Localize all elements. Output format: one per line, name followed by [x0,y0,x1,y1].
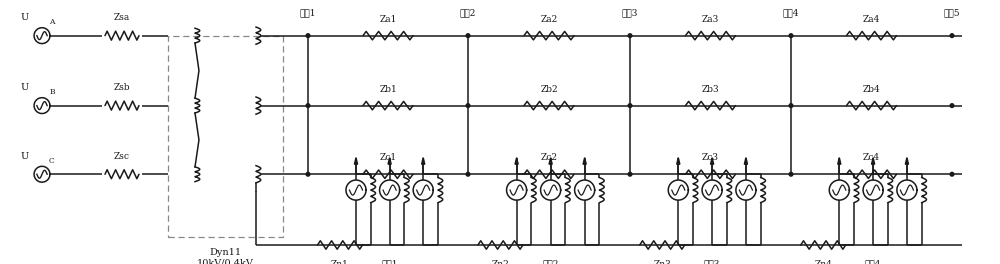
Ellipse shape [789,172,793,176]
Text: C: C [49,157,55,165]
Polygon shape [744,158,748,164]
Text: Zc4: Zc4 [863,153,880,162]
Text: 用户2: 用户2 [542,260,559,264]
Text: 用户3: 用户3 [704,260,720,264]
Text: U: U [21,13,29,22]
Text: U: U [21,83,29,92]
Text: Zn3: Zn3 [653,260,671,264]
Text: 节点5: 节点5 [944,8,960,17]
Text: U: U [21,152,29,161]
Ellipse shape [628,104,632,107]
Text: Dyn11
10kV/0.4kV: Dyn11 10kV/0.4kV [197,248,254,264]
Ellipse shape [466,34,470,37]
Text: 用户1: 用户1 [381,260,398,264]
Polygon shape [677,158,680,164]
Ellipse shape [466,172,470,176]
Ellipse shape [466,104,470,107]
Text: 用户4: 用户4 [865,260,881,264]
Text: A: A [49,18,55,26]
Ellipse shape [306,104,310,107]
Ellipse shape [306,34,310,37]
Polygon shape [905,158,909,164]
Text: Zc1: Zc1 [379,153,397,162]
Text: Zsb: Zsb [114,83,130,92]
Polygon shape [515,158,518,164]
Text: Zn4: Zn4 [814,260,832,264]
Text: Za3: Za3 [702,15,719,24]
Polygon shape [388,158,391,164]
Text: Zb2: Zb2 [540,85,558,94]
Text: Zb1: Zb1 [379,85,397,94]
Text: Zsc: Zsc [114,152,130,161]
Text: 节点4: 节点4 [783,8,799,17]
Text: B: B [49,88,55,96]
Ellipse shape [950,104,954,107]
Polygon shape [872,158,875,164]
Polygon shape [711,158,714,164]
Polygon shape [838,158,841,164]
Text: Zsa: Zsa [114,13,130,22]
Ellipse shape [950,34,954,37]
Text: Zn2: Zn2 [492,260,509,264]
Text: Zb3: Zb3 [702,85,719,94]
Text: Za2: Za2 [540,15,558,24]
Polygon shape [354,158,358,164]
Ellipse shape [789,104,793,107]
Polygon shape [583,158,586,164]
Ellipse shape [789,34,793,37]
Polygon shape [422,158,425,164]
Ellipse shape [628,172,632,176]
Polygon shape [549,158,552,164]
Ellipse shape [628,34,632,37]
Ellipse shape [950,172,954,176]
Text: Zn1: Zn1 [331,260,349,264]
Text: 节点3: 节点3 [622,8,638,17]
Ellipse shape [306,172,310,176]
Text: Za1: Za1 [379,15,397,24]
Text: Zc3: Zc3 [702,153,719,162]
Text: Za4: Za4 [863,15,880,24]
Text: Zc2: Zc2 [540,153,558,162]
Text: 节点2: 节点2 [460,8,476,17]
Text: Zb4: Zb4 [863,85,880,94]
Text: 节点1: 节点1 [300,8,316,17]
